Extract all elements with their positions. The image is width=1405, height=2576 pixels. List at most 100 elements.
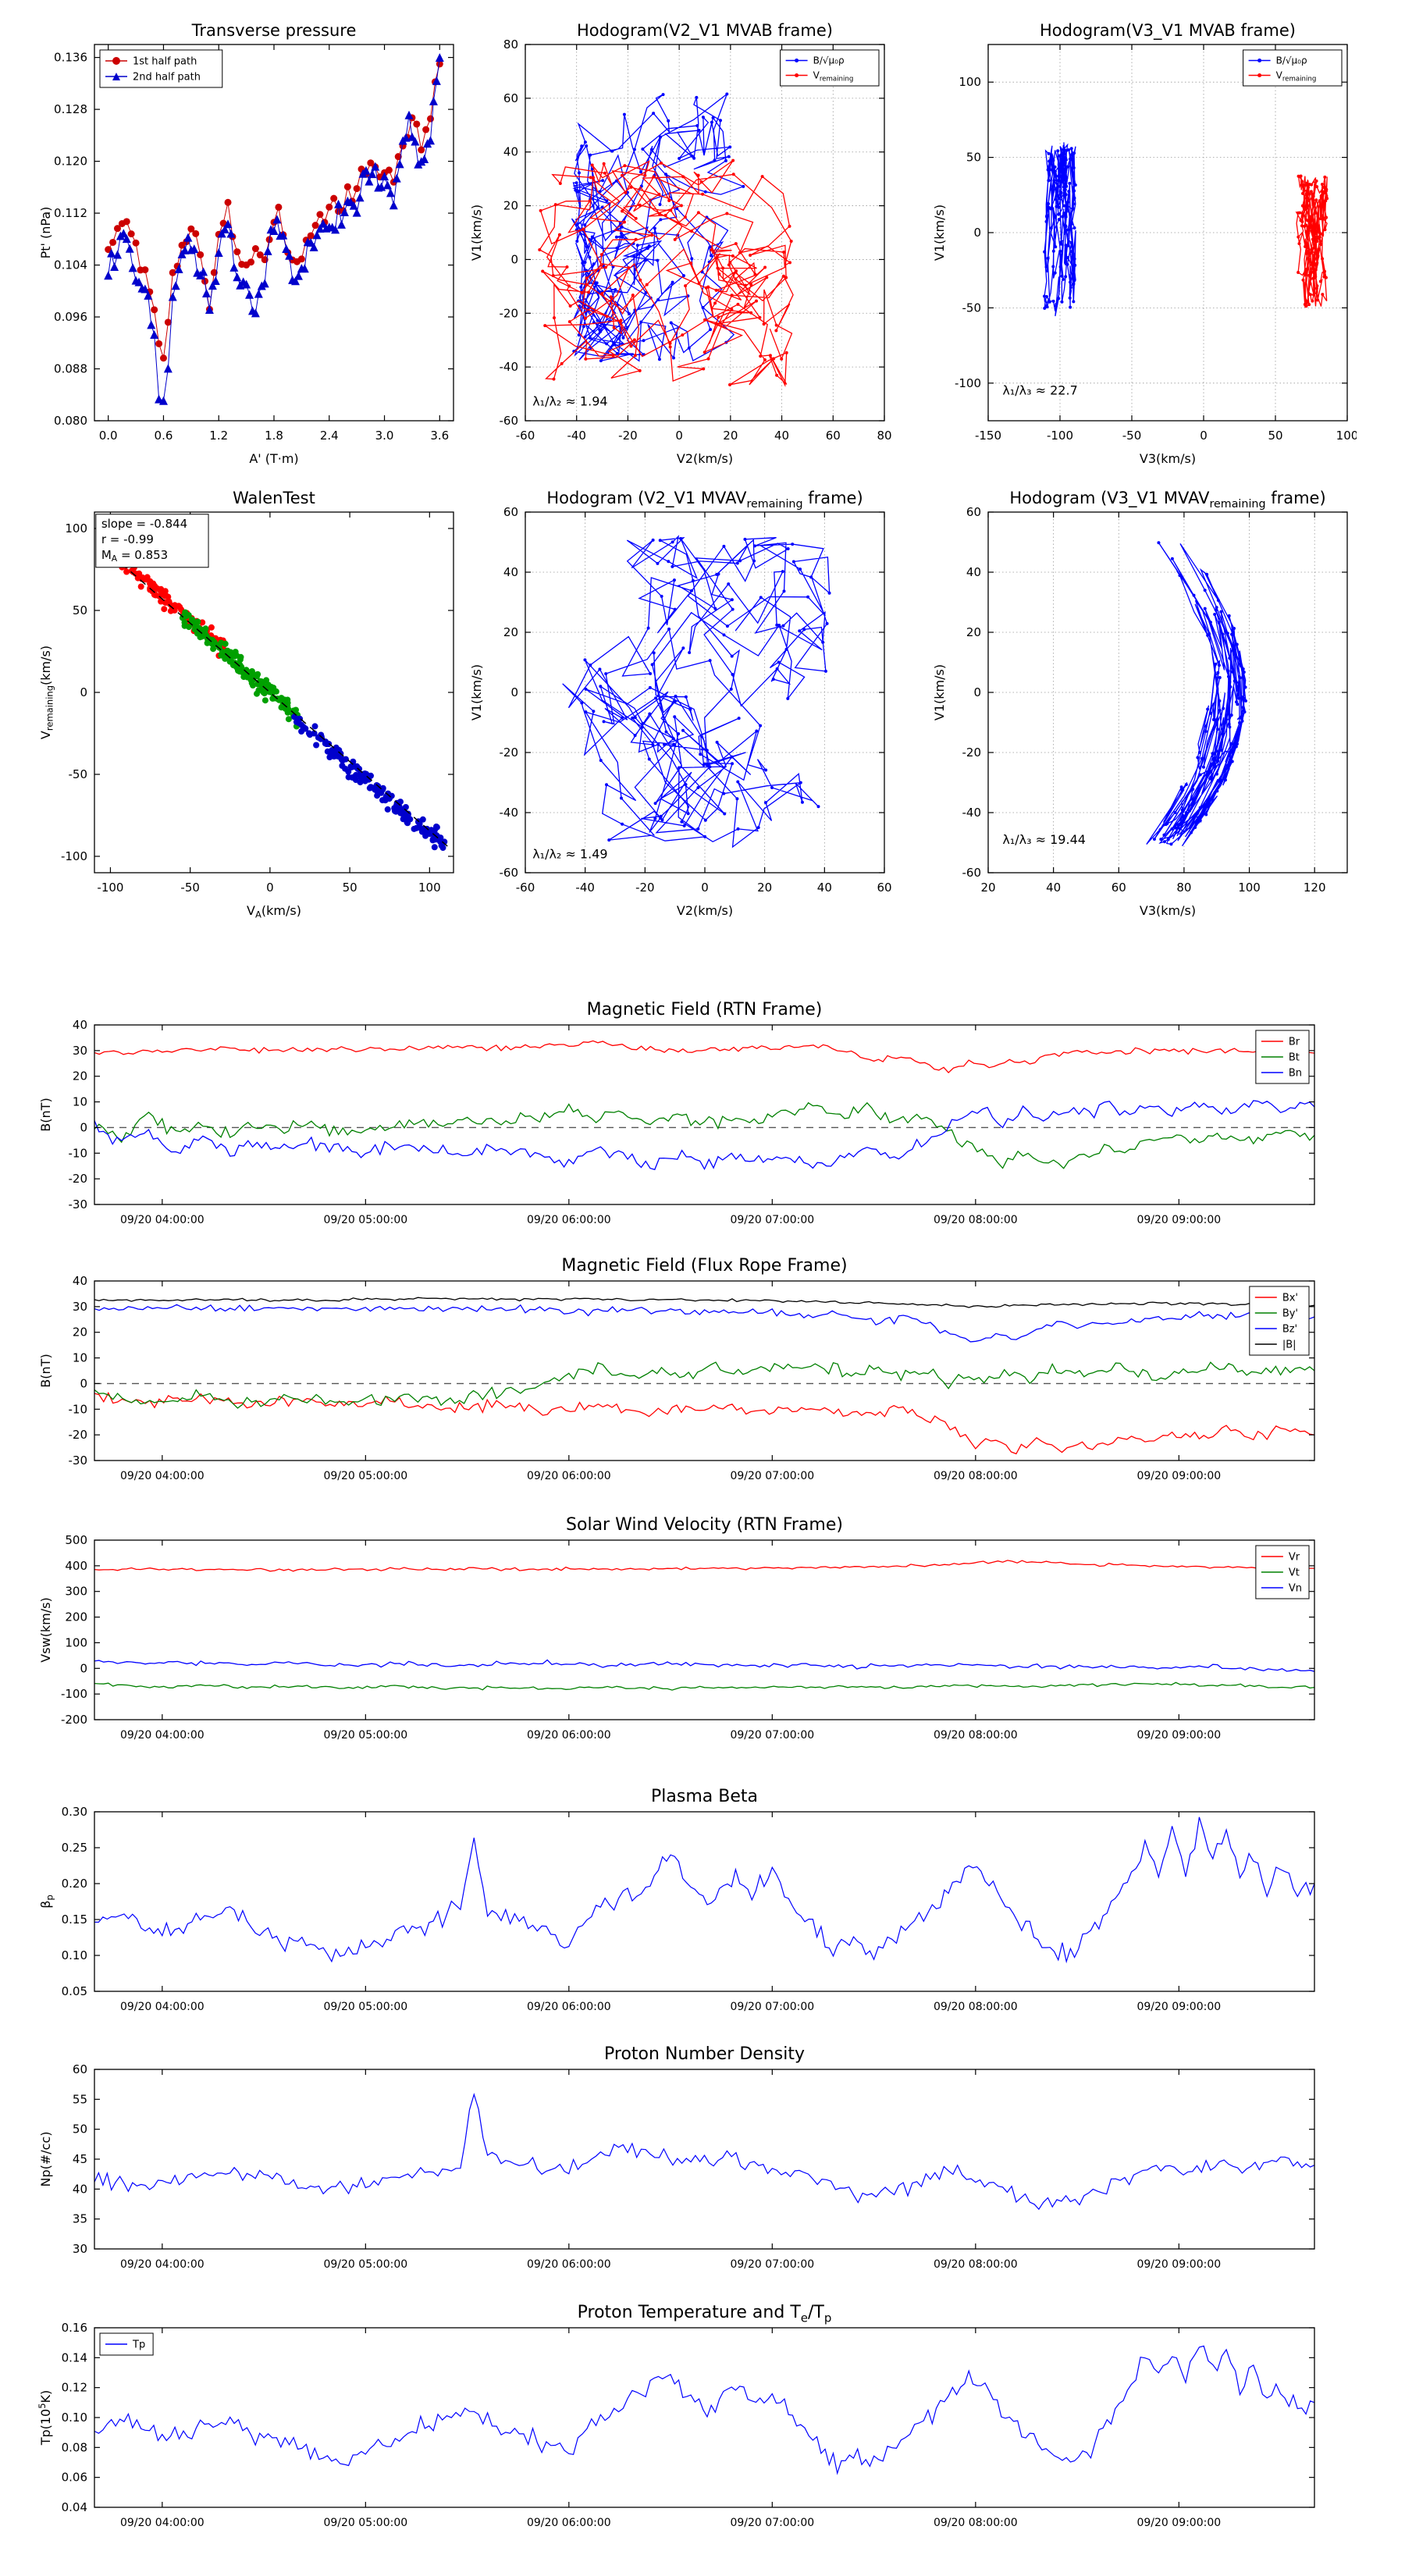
svg-text:09/20 06:00:00: 09/20 06:00:00 (527, 1729, 611, 1742)
svg-text:09/20 07:00:00: 09/20 07:00:00 (730, 1470, 814, 1482)
svg-text:0.15: 0.15 (62, 1912, 87, 1927)
svg-text:Vremaining: Vremaining (1276, 70, 1317, 84)
svg-text:300: 300 (65, 1585, 87, 1599)
svg-text:60: 60 (73, 2062, 87, 2076)
chart-title-transverse-pressure: Transverse pressure (191, 21, 357, 40)
svg-text:0: 0 (973, 685, 981, 699)
svg-text:0.16: 0.16 (62, 2321, 87, 2335)
svg-text:λ₁/λ₂ ≈ 1.94: λ₁/λ₂ ≈ 1.94 (532, 394, 607, 409)
svg-text:0: 0 (701, 881, 709, 895)
svg-text:-150: -150 (975, 429, 1001, 443)
svg-text:09/20 05:00:00: 09/20 05:00:00 (323, 2001, 407, 2013)
svg-text:09/20 06:00:00: 09/20 06:00:00 (527, 2258, 611, 2271)
svg-text:09/20 08:00:00: 09/20 08:00:00 (934, 1729, 1018, 1742)
chart-canvas-proton-temperature: 09/20 04:00:00 09/20 05:00:00 09/20 06:00:… (37, 2321, 1315, 2529)
svg-text:09/20 04:00:00: 09/20 04:00:00 (120, 1729, 205, 1742)
chart-canvas-hodogram-v2v1-mvav: -60 -40 -20 0 20 40 60 -60 -40 -20 0 20 40 60 V2(km/s)… (469, 505, 892, 918)
svg-text:0.080: 0.080 (54, 414, 87, 428)
svg-text:0: 0 (973, 226, 981, 240)
svg-text:20: 20 (966, 625, 981, 639)
svg-text:0.120: 0.120 (54, 155, 87, 169)
svg-text:20: 20 (503, 625, 518, 639)
svg-text:80: 80 (503, 37, 518, 52)
svg-text:-30: -30 (69, 1197, 88, 1212)
svg-text:1.2: 1.2 (209, 429, 228, 443)
svg-text:-60: -60 (500, 866, 519, 880)
svg-text:09/20 08:00:00: 09/20 08:00:00 (934, 2258, 1018, 2271)
svg-text:1st half path: 1st half path (133, 56, 197, 68)
svg-text:09/20 05:00:00: 09/20 05:00:00 (323, 1214, 407, 1226)
svg-text:09/20 09:00:00: 09/20 09:00:00 (1136, 2001, 1221, 2013)
svg-text:λ₁/λ₃ ≈ 22.7: λ₁/λ₃ ≈ 22.7 (1002, 382, 1077, 397)
svg-text:09/20 07:00:00: 09/20 07:00:00 (730, 2517, 814, 2529)
svg-text:V1(km/s): V1(km/s) (932, 664, 947, 720)
svg-text:Bn: Bn (1289, 1068, 1302, 1080)
svg-text:20: 20 (980, 881, 995, 895)
panel-hodogram-v3v1-mvab: Hodogram(V3_V1 MVAB frame) -150 -100 -50 0 5… (930, 12, 1357, 474)
svg-text:-20: -20 (635, 881, 655, 895)
svg-text:100: 100 (65, 521, 87, 535)
panel-proton-density: Proton Number Density 09/20 04:00:00 09/2… (36, 2038, 1325, 2290)
svg-text:20: 20 (73, 1069, 87, 1083)
svg-text:V3(km/s): V3(km/s) (1140, 903, 1196, 918)
svg-text:0: 0 (80, 1376, 87, 1390)
svg-text:40: 40 (774, 429, 789, 443)
svg-text:45: 45 (73, 2152, 87, 2166)
svg-text:Vt: Vt (1289, 1567, 1300, 1579)
svg-text:-50: -50 (180, 881, 200, 895)
svg-text:Br: Br (1289, 1037, 1300, 1048)
svg-text:100: 100 (418, 881, 441, 895)
svg-text:0: 0 (80, 1120, 87, 1134)
svg-text:60: 60 (826, 429, 841, 443)
svg-text:Vsw(km/s): Vsw(km/s) (38, 1597, 53, 1662)
panel-walen-test: WalenTest -100 -50 0 50 100 -100 -50 0 50 100 VA(k… (36, 479, 463, 926)
svg-text:30: 30 (73, 1044, 87, 1058)
svg-text:09/20 07:00:00: 09/20 07:00:00 (730, 1214, 814, 1226)
svg-text:B/√μ₀ρ: B/√μ₀ρ (1276, 55, 1307, 66)
svg-text:0.112: 0.112 (54, 206, 87, 220)
svg-text:0.088: 0.088 (54, 362, 87, 376)
chart-canvas-magnetic-field-fluxrope: 09/20 04:00:00 09/20 05:00:00 09/20 06:00:… (38, 1274, 1315, 1482)
svg-text:0.096: 0.096 (54, 310, 87, 324)
svg-text:λ₁/λ₂ ≈ 1.49: λ₁/λ₂ ≈ 1.49 (532, 847, 607, 862)
svg-text:0: 0 (675, 429, 683, 443)
svg-text:-20: -20 (500, 306, 519, 320)
svg-text:40: 40 (73, 1274, 87, 1288)
svg-text:-60: -60 (500, 414, 519, 428)
svg-text:50: 50 (73, 2122, 87, 2137)
svg-text:0.14: 0.14 (62, 2350, 87, 2364)
svg-text:B(nT): B(nT) (38, 1354, 53, 1387)
svg-text:Vremaining: Vremaining (813, 70, 854, 84)
svg-text:0: 0 (1200, 429, 1208, 443)
svg-text:09/20 07:00:00: 09/20 07:00:00 (730, 1729, 814, 1742)
panel-hodogram-v2v1-mvav: Hodogram (V2_V1 MVAVremaining frame) -60… (467, 479, 894, 926)
chart-title-magnetic-field-rtn: Magnetic Field (RTN Frame) (586, 1000, 823, 1019)
svg-text:-10: -10 (69, 1146, 88, 1160)
svg-text:100: 100 (1238, 881, 1261, 895)
svg-text:-40: -40 (500, 360, 519, 374)
svg-text:0.128: 0.128 (54, 102, 87, 116)
panel-magnetic-field-fluxrope: Magnetic Field (Flux Rope Frame) 09/20 0… (36, 1250, 1325, 1501)
svg-text:09/20 05:00:00: 09/20 05:00:00 (323, 2517, 407, 2529)
svg-text:09/20 07:00:00: 09/20 07:00:00 (730, 2001, 814, 2013)
svg-text:-60: -60 (516, 429, 535, 443)
svg-text:09/20 08:00:00: 09/20 08:00:00 (934, 2517, 1018, 2529)
svg-text:09/20 06:00:00: 09/20 06:00:00 (527, 2001, 611, 2013)
chart-title-walen-test: WalenTest (233, 489, 315, 507)
svg-text:30: 30 (73, 2242, 87, 2256)
svg-text:30: 30 (73, 1300, 87, 1314)
svg-text:-60: -60 (516, 881, 535, 895)
svg-text:09/20 07:00:00: 09/20 07:00:00 (730, 2258, 814, 2271)
svg-text:50: 50 (966, 151, 981, 165)
chart-title-hodogram-v2v1-mvav: Hodogram (V2_V1 MVAVremaining frame) (546, 489, 863, 511)
svg-text:100: 100 (1336, 429, 1357, 443)
svg-text:-100: -100 (61, 1687, 87, 1701)
svg-text:Pt' (nPa): Pt' (nPa) (38, 207, 53, 259)
svg-text:09/20 06:00:00: 09/20 06:00:00 (527, 1470, 611, 1482)
svg-text:0.20: 0.20 (62, 1877, 87, 1891)
svg-text:10: 10 (73, 1351, 87, 1365)
panel-hodogram-v2v1-mvab: Hodogram(V2_V1 MVAB frame) -60 -40 -20 0 20 4… (467, 12, 894, 474)
svg-text:20: 20 (723, 429, 738, 443)
svg-text:V1(km/s): V1(km/s) (932, 205, 947, 261)
svg-text:-30: -30 (69, 1453, 88, 1468)
